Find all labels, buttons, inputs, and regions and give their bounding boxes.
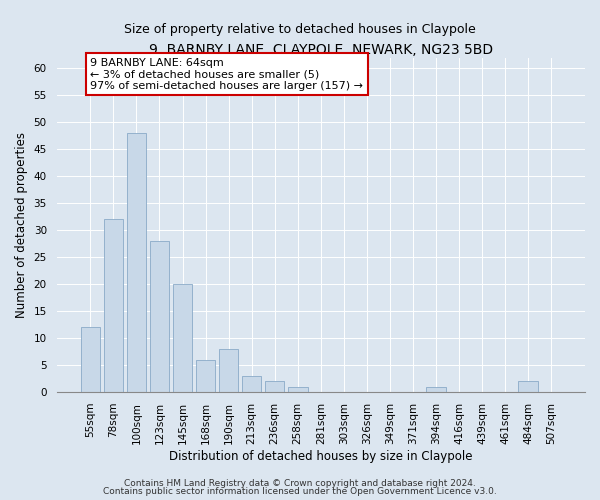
- Y-axis label: Number of detached properties: Number of detached properties: [15, 132, 28, 318]
- Bar: [196, 360, 215, 392]
- Bar: [426, 386, 446, 392]
- Bar: [242, 376, 262, 392]
- Title: 9, BARNBY LANE, CLAYPOLE, NEWARK, NG23 5BD: 9, BARNBY LANE, CLAYPOLE, NEWARK, NG23 5…: [149, 42, 493, 56]
- Bar: [104, 220, 123, 392]
- Bar: [127, 133, 146, 392]
- Bar: [80, 328, 100, 392]
- X-axis label: Distribution of detached houses by size in Claypole: Distribution of detached houses by size …: [169, 450, 473, 462]
- Bar: [173, 284, 193, 392]
- Bar: [219, 349, 238, 392]
- Text: Contains HM Land Registry data © Crown copyright and database right 2024.: Contains HM Land Registry data © Crown c…: [124, 479, 476, 488]
- Text: Size of property relative to detached houses in Claypole: Size of property relative to detached ho…: [124, 22, 476, 36]
- Bar: [149, 241, 169, 392]
- Bar: [265, 382, 284, 392]
- Bar: [518, 382, 538, 392]
- Text: Contains public sector information licensed under the Open Government Licence v3: Contains public sector information licen…: [103, 487, 497, 496]
- Text: 9 BARNBY LANE: 64sqm
← 3% of detached houses are smaller (5)
97% of semi-detache: 9 BARNBY LANE: 64sqm ← 3% of detached ho…: [91, 58, 364, 91]
- Bar: [288, 386, 308, 392]
